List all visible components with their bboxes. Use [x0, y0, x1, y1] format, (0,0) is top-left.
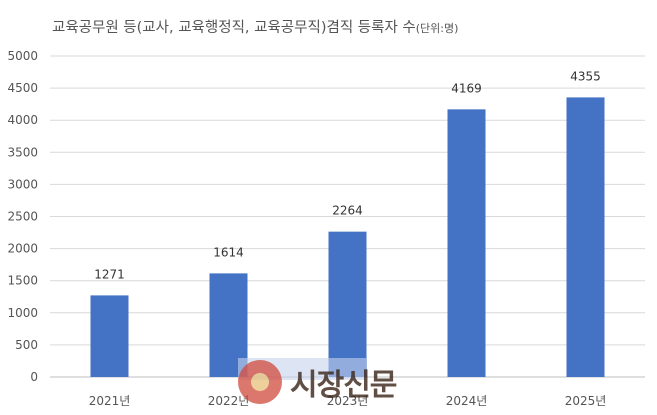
- y-tick-label: 3500: [7, 145, 38, 159]
- seal-icon: [238, 360, 282, 404]
- bar-5: [566, 97, 605, 377]
- y-tick-label: 500: [15, 338, 38, 352]
- y-tick-label: 2000: [7, 242, 38, 256]
- y-tick-label: 0: [30, 370, 38, 384]
- y-axis-ticks: 0 500 1000 1500 2000 2500 3000 3500 4000 4500 5000: [7, 49, 38, 384]
- bar-3: [328, 231, 367, 377]
- data-labels: 1271 1614 2264 4169 4355: [94, 69, 601, 281]
- y-tick-label: 2500: [7, 210, 38, 224]
- data-label-5: 4355: [570, 69, 601, 83]
- y-tick-label: 3000: [7, 177, 38, 191]
- data-label-4: 4169: [451, 81, 482, 95]
- x-tick-label-5: 2025년: [565, 394, 607, 408]
- watermark-brand: 시장신문: [290, 368, 397, 403]
- x-tick-label-3: 2023년: [327, 394, 369, 408]
- y-tick-label: 4000: [7, 113, 38, 127]
- data-label-1: 1271: [94, 267, 125, 281]
- data-label-3: 2264: [332, 204, 363, 218]
- y-tick-label: 4500: [7, 81, 38, 95]
- gridlines: [50, 55, 645, 378]
- x-axis-ticks: 2021년 2022년 2023년 2024년 2025년: [89, 394, 607, 408]
- chart-title-text: 교육공무원 등(교사, 교육행정직, 교육공무직)겸직 등록자 수: [52, 20, 416, 36]
- x-tick-label-4: 2024년: [446, 394, 488, 408]
- x-tick-label-1: 2021년: [89, 394, 131, 408]
- y-tick-label: 1500: [7, 274, 38, 288]
- y-tick-label: 1000: [7, 306, 38, 320]
- x-tick-label-2: 2022년: [208, 394, 250, 408]
- bar-4: [447, 109, 486, 378]
- chart-title: 교육공무원 등(교사, 교육행정직, 교육공무직)겸직 등록자 수(단위:명): [52, 16, 458, 37]
- bar-1: [90, 295, 129, 377]
- chart-title-unit: (단위:명): [415, 22, 459, 35]
- y-tick-label: 5000: [7, 49, 38, 63]
- data-label-2: 1614: [213, 245, 244, 259]
- bars: [90, 97, 605, 378]
- watermark-logo: 시장신문: [238, 352, 418, 412]
